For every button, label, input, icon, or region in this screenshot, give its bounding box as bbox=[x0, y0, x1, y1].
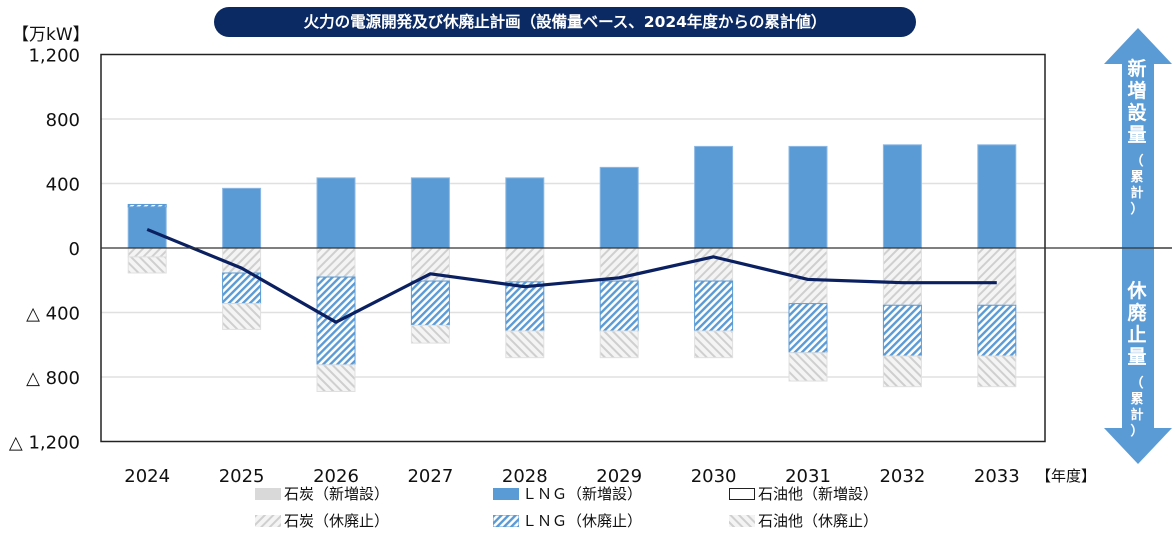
bar-oil-retire bbox=[127, 256, 167, 274]
bar-coal-retire bbox=[505, 247, 545, 283]
arrow-char: 廃 bbox=[1127, 302, 1147, 324]
bar-oil-retire bbox=[316, 364, 356, 393]
y-tick-label: △ 800 bbox=[26, 368, 80, 389]
legend-item-oil-new: 石油他（新増設） bbox=[729, 483, 878, 504]
bar-lng-retire bbox=[505, 281, 545, 332]
y-tick-label: 400 bbox=[46, 175, 80, 196]
legend-swatch bbox=[255, 514, 281, 527]
bar-lng-retire bbox=[410, 280, 450, 326]
arrow-note-char: ） bbox=[1130, 424, 1144, 439]
bar-oil-retire bbox=[505, 330, 545, 359]
bar-lng-retire bbox=[316, 276, 356, 366]
x-tick-label: 2026 bbox=[313, 466, 359, 487]
chart-title: 火力の電源開発及び休廃止計画（設備量ベース、2024年度からの累計値） bbox=[214, 7, 916, 37]
y-tick-label: △ 400 bbox=[26, 304, 80, 325]
arrow-note-char: 計 bbox=[1130, 186, 1144, 201]
arrow-label-new: 新増設量 （累計） bbox=[1122, 58, 1152, 218]
legend-label: 石炭（新増設） bbox=[284, 485, 390, 503]
y-tick-label: 0 bbox=[69, 239, 80, 260]
arrow-note-char: 累 bbox=[1130, 170, 1144, 185]
arrow-char: 新 bbox=[1127, 58, 1147, 80]
bar-lng-retire bbox=[599, 280, 639, 332]
bar-coal-retire bbox=[882, 247, 922, 306]
arrow-char: 量 bbox=[1127, 346, 1147, 368]
bar-oil-retire bbox=[788, 352, 828, 382]
bar-lng-new bbox=[410, 177, 450, 249]
legend-label: 石油他（新増設） bbox=[758, 485, 879, 503]
legend-swatch bbox=[493, 514, 519, 527]
x-tick-label: 2033 bbox=[974, 466, 1020, 487]
legend-label: ＬＮＧ（休廃止） bbox=[522, 512, 643, 530]
bar-oil-retire bbox=[882, 355, 922, 388]
x-tick-label: 2025 bbox=[219, 466, 265, 487]
bar-coal-retire bbox=[316, 247, 356, 278]
y-tick-label: 800 bbox=[46, 110, 80, 131]
legend-item-oil-retire: 石油他（休廃止） bbox=[729, 510, 878, 531]
x-axis-unit: 【年度】 bbox=[1036, 467, 1097, 485]
x-tick-label: 2027 bbox=[407, 466, 453, 487]
bar-lng-new bbox=[599, 166, 639, 249]
bar-lng-new bbox=[222, 187, 262, 249]
bar-lng-retire bbox=[788, 303, 828, 354]
bar-coal-retire bbox=[977, 247, 1017, 306]
bar-lng-retire bbox=[882, 304, 922, 357]
y-tick-label: 1,200 bbox=[28, 46, 80, 67]
x-tick-label: 2031 bbox=[785, 466, 831, 487]
double-arrow-icon bbox=[1104, 28, 1172, 464]
bar-lng-retire bbox=[694, 280, 734, 332]
arrow-note-char: ） bbox=[1130, 202, 1144, 217]
arrow-note-char: 計 bbox=[1130, 408, 1144, 423]
legend-swatch bbox=[729, 514, 755, 527]
bar-lng-new bbox=[505, 177, 545, 249]
x-tick-label: 2024 bbox=[124, 466, 170, 487]
y-axis-unit: 【万kW】 bbox=[12, 25, 90, 45]
arrow-char: 設 bbox=[1127, 102, 1147, 124]
arrow-label-retire: 休廃止量 （累計） bbox=[1122, 280, 1152, 440]
arrow-note-char: （ bbox=[1130, 154, 1144, 169]
legend-item-lng-new: ＬＮＧ（新増設） bbox=[493, 483, 642, 504]
legend-swatch bbox=[729, 487, 755, 500]
legend-label: 石油他（休廃止） bbox=[758, 512, 879, 530]
bar-lng-new bbox=[977, 144, 1017, 249]
legend-item-coal-new: 石炭（新増設） bbox=[255, 483, 389, 504]
legend-item-lng-retire: ＬＮＧ（休廃止） bbox=[493, 510, 642, 531]
y-tick-label: △ 1,200 bbox=[9, 433, 80, 454]
legend-swatch bbox=[493, 487, 519, 500]
arrow-note-char: 累 bbox=[1130, 392, 1144, 407]
x-tick-label: 2028 bbox=[502, 466, 548, 487]
net-change-line bbox=[146, 227, 997, 324]
arrow-char: 休 bbox=[1127, 280, 1147, 302]
bar-lng-new bbox=[127, 206, 167, 249]
bar-oil-retire bbox=[222, 303, 262, 330]
bar-oil-retire bbox=[694, 330, 734, 359]
legend-swatch bbox=[255, 487, 281, 500]
bar-lng-new bbox=[788, 145, 828, 249]
bar-lng-new bbox=[316, 177, 356, 249]
x-tick-label: 2030 bbox=[691, 466, 737, 487]
bar-lng-new bbox=[882, 144, 922, 249]
legend-label: 石炭（休廃止） bbox=[284, 512, 390, 530]
x-tick-label: 2032 bbox=[879, 466, 925, 487]
legend-item-coal-retire: 石炭（休廃止） bbox=[255, 510, 389, 531]
bar-oil-retire bbox=[977, 355, 1017, 388]
bar-oil-retire bbox=[410, 324, 450, 344]
bar-coal-retire bbox=[694, 247, 734, 282]
arrow-note-char: （ bbox=[1130, 376, 1144, 391]
bar-lng-retire bbox=[977, 304, 1017, 357]
arrow-char: 量 bbox=[1127, 124, 1147, 146]
bar-lng-new bbox=[694, 145, 734, 249]
arrow-char: 増 bbox=[1127, 80, 1147, 102]
bar-oil-retire bbox=[599, 330, 639, 359]
bar-lng-retire bbox=[127, 203, 167, 208]
x-tick-label: 2029 bbox=[596, 466, 642, 487]
legend-label: ＬＮＧ（新増設） bbox=[522, 485, 643, 503]
arrow-char: 止 bbox=[1127, 324, 1147, 346]
bar-coal-retire bbox=[127, 247, 167, 258]
